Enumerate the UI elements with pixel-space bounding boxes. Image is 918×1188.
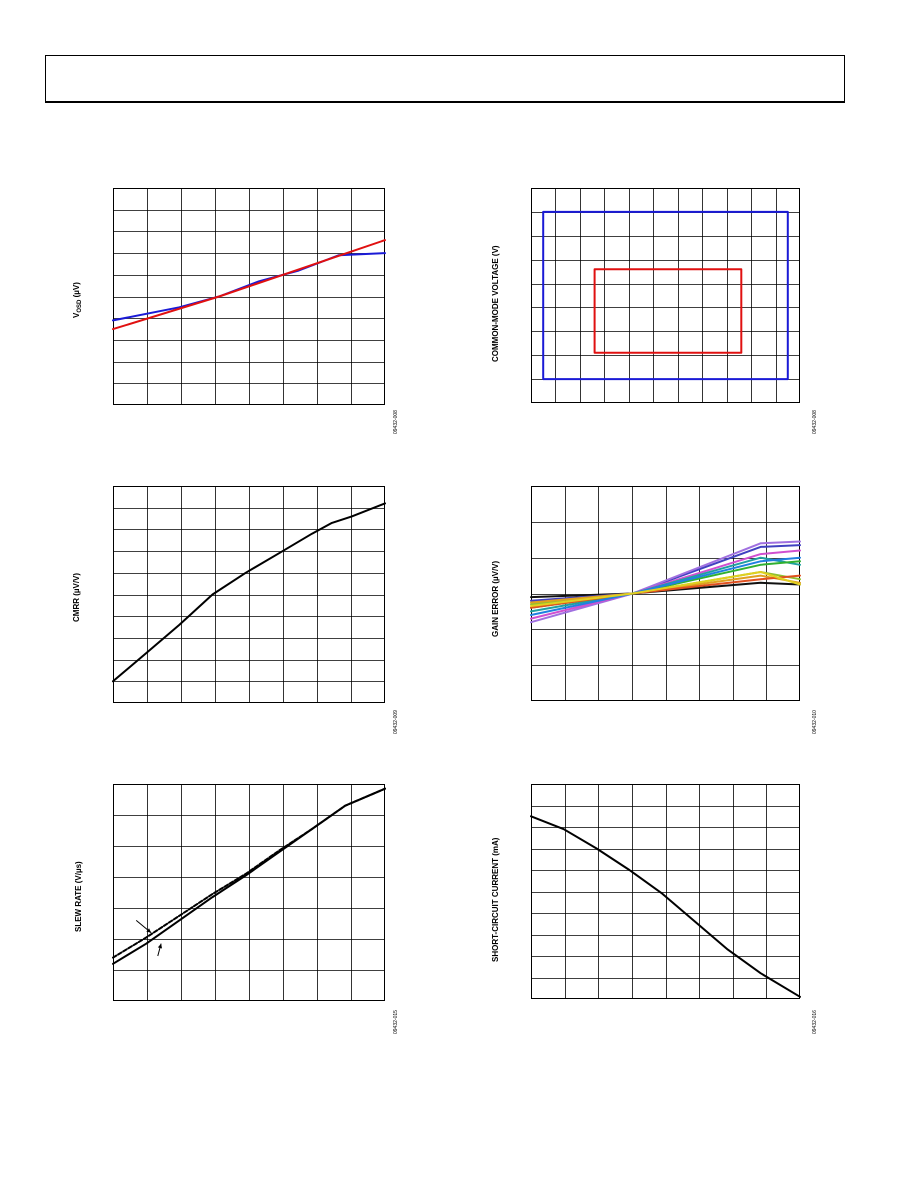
- series-line-gain-0: [530, 581, 801, 599]
- annotation-arrow-1: [157, 943, 163, 957]
- series-line-gain-2: [530, 540, 801, 624]
- series-line-cmv-0: [542, 210, 789, 381]
- y-axis-label-gain: GAIN ERROR (µV/V): [491, 560, 500, 637]
- y-axis-label-vosd: VOSD (µV): [72, 282, 83, 318]
- y-axis-label-cmv: COMMON-MODE VOLTAGE (V): [491, 245, 500, 362]
- figure-code-short: 09432-016: [812, 1010, 818, 1034]
- plot-frame: [531, 784, 800, 999]
- series-line-gain-4: [530, 556, 801, 613]
- plot-area-slew: [112, 784, 386, 1001]
- figure-code-cmv: 09432-008: [812, 410, 818, 434]
- series-line-gain-3: [530, 549, 801, 620]
- y-axis-label-short: SHORT-CIRCUIT CURRENT (mA): [491, 837, 500, 962]
- page-header-box: [45, 55, 845, 103]
- plot-frame: [113, 486, 385, 703]
- series-line-slew-1: [112, 787, 386, 959]
- plot-frame: [113, 188, 385, 405]
- plot-area-short: [530, 784, 801, 999]
- series-line-gain-10: [530, 571, 801, 607]
- y-axis-label-cmrr: CMRR (µV/V): [72, 572, 81, 622]
- annotation-arrow-0: [135, 920, 152, 934]
- figure-code-slew: 09432-015: [393, 1010, 399, 1034]
- y-axis-label-slew: SLEW RATE (V/µs): [74, 861, 83, 932]
- plot-frame: [113, 784, 385, 1001]
- series-line-cmv-1: [593, 268, 743, 354]
- series-line-gain-9: [530, 556, 801, 616]
- plot-area-vosd: [112, 188, 386, 405]
- series-line-vosd-1: [112, 239, 386, 331]
- plot-area-cmv: [531, 188, 800, 403]
- plot-frame: [531, 188, 800, 403]
- figure-code-vosd: 09432-008: [393, 410, 399, 434]
- plot-area-gain: [530, 486, 801, 701]
- plot-area-cmrr: [112, 486, 386, 703]
- series-line-slew-0: [112, 787, 386, 965]
- series-line-short-0: [530, 815, 801, 998]
- figure-code-cmrr: 09432-009: [393, 710, 399, 734]
- plot-frame: [531, 486, 800, 701]
- series-line-cmrr-0: [112, 502, 386, 683]
- figure-code-gain: 09432-010: [812, 710, 818, 734]
